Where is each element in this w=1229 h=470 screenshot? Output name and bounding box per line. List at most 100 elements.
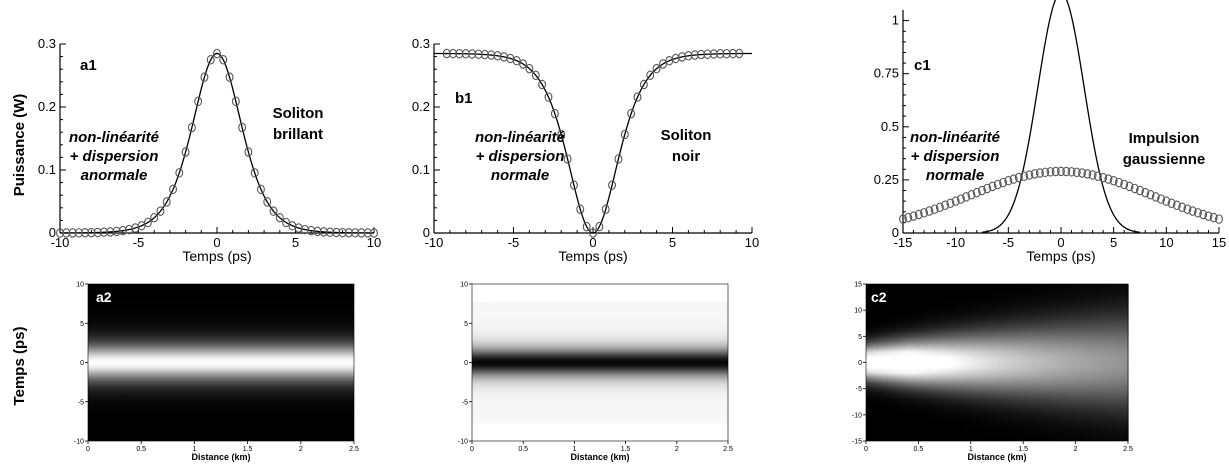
b1-title-line: Soliton [661,127,712,144]
figure-ylabel-top: Puissance (W) [11,94,28,197]
b1-data-point [608,180,617,190]
b2-y-tick-label: 0 [464,360,468,367]
a1-data-point [238,122,247,133]
c1-annotation-line: non-linéarité [910,129,1000,146]
c1-x-axis-label: Temps (ps) [1026,248,1095,264]
c1-data-point [941,200,950,211]
panel-a2: 0 0.5 1 1.5 2 2.5 -10 -5 0 5 10 Distance (km) a2 [74,282,359,463]
c2-heatmap-column [892,284,898,441]
c1-data-point [1157,194,1166,204]
c2-heatmap-column [997,284,1002,441]
a1-x-axis-label: Temps (ps) [182,248,251,264]
c1-data-point [1141,187,1150,198]
b1-y-tick-label: 0 [423,225,430,240]
a2-y-tick-label: 0 [80,360,84,367]
c1-y-tick-label: 0.75 [874,66,899,81]
a1-data-point [156,206,165,216]
b1-data-point [525,63,534,74]
b2-y-tick-label: 5 [464,321,468,328]
c1-title-line: Impulsion [1129,130,1200,147]
c2-heatmap-column [1101,284,1107,441]
a1-data-point [263,197,272,207]
c1-data-point [1120,179,1129,190]
a1-x-tick-label: -10 [51,235,70,250]
c1-data-point [1199,209,1208,220]
c1-data-point [1209,212,1218,223]
a2-x-tick-label: 1 [192,446,196,453]
c1-data-point [1099,172,1108,183]
c1-data-point [1167,198,1176,209]
c2-heatmap-column [1062,284,1068,441]
c1-data-point [1172,200,1181,211]
panel-a1: -10 -5 0 5 10 0 0.1 0.2 0.3 Temps (ps) a1 Soliton br… [38,36,381,264]
a1-data-point [282,217,291,228]
c2-x-tick-label: 2.5 [1123,446,1133,453]
b1-data-point [627,108,636,119]
b1-title-line: noir [672,148,700,165]
a1-title-line: Soliton [273,105,324,122]
c2-heatmap-column [1031,284,1037,441]
a1-data-point [257,184,265,195]
c1-x-tick-label: 10 [1159,235,1173,250]
a1-data-point [206,55,215,65]
b1-data-point [601,204,610,215]
c1-title-line: gaussienne [1123,151,1206,168]
b2-x-tick-label: 2 [675,446,679,453]
c1-data-point [899,214,907,224]
a1-data-point [219,55,228,65]
c1-data-point [1146,190,1155,200]
c2-heatmap-column [905,284,911,441]
c1-data-point [1035,168,1044,178]
b2-heatmap [472,301,728,424]
c2-y-tick-label: 5 [858,334,862,341]
c2-heatmap-column [962,284,968,441]
a1-y-tick-label: 0 [49,225,56,240]
a2-x-axis-label: Distance (km) [191,452,250,462]
c1-series-line [981,0,1141,233]
c1-data-point [1178,202,1187,213]
c2-heatmap-column [1058,284,1064,441]
c1-data-point [1025,170,1034,180]
b2-x-tick-label: 0 [470,446,474,453]
c2-heatmap-column [1036,284,1042,441]
c2-heatmap-column [1018,284,1024,441]
a1-x-tick-label: -5 [133,235,145,250]
a1-y-tick-label: 0.3 [38,36,56,51]
c1-data-point [1057,166,1065,177]
c2-heatmap-column [900,284,906,441]
b2-x-tick-label: 1.5 [621,446,631,453]
c2-heatmap-column [1075,284,1081,441]
a1-title-line: brillant [273,126,323,143]
b2-x-tick-label: 0.5 [518,446,528,453]
c1-data-point [1215,214,1223,224]
c2-x-tick-label: 0.5 [914,446,924,453]
c1-data-point [1072,167,1081,178]
c1-data-point [1204,211,1213,221]
a1-y-tick-label: 0.1 [38,162,56,177]
c2-heatmap-column [1040,284,1046,441]
c1-data-point [1083,169,1092,179]
a1-data-point [187,122,196,133]
c1-data-point [1104,174,1113,184]
c2-heatmap-column [1066,284,1072,441]
c2-heatmap-column [979,284,985,441]
c1-data-point [1109,176,1118,186]
figure-ylabel-bottom: Temps (ps) [11,327,28,406]
b1-data-point [538,79,547,90]
a2-panel-label: a2 [96,289,112,305]
c2-heatmap-column [927,284,933,441]
panel-c2: 0 0.5 1 1.5 2 2.5 -15 -10 -5 0 5 10 15 Distance (km) c… [852,282,1133,463]
a1-panel-label: a1 [80,57,97,74]
c2-heatmap-column [918,284,924,441]
c1-data-point [956,194,965,204]
c1-data-point [914,209,923,220]
a1-data-point [175,168,184,178]
c2-heatmap-column [1005,284,1011,441]
c2-heatmap-column [870,284,876,441]
c2-heatmap-column [931,284,937,441]
c2-heatmap-column [883,284,889,441]
b1-data-point [614,154,623,164]
c2-heatmap-column [983,284,989,441]
b1-data-point [620,129,629,140]
